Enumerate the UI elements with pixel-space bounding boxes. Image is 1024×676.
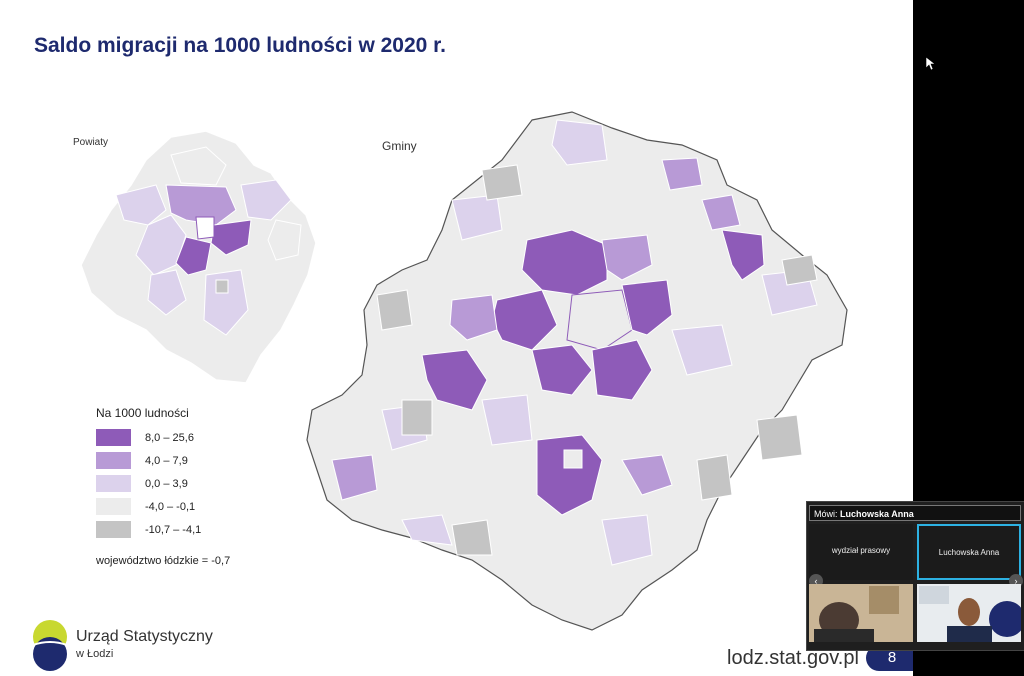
gmina-mid-1 (601, 234, 653, 281)
legend-item: -10,7 – -4,1 (96, 518, 316, 541)
map-legend: Na 1000 ludności 8,0 – 25,6 4,0 – 7,9 0,… (96, 406, 316, 541)
gmina-mid-2 (449, 294, 498, 341)
gmina-zgierz (521, 229, 608, 296)
powiat-lodz-city (195, 216, 215, 240)
powiaty-map (80, 130, 317, 384)
gmina-grey-7 (781, 254, 818, 286)
powiat-north (170, 146, 227, 186)
gmina-grey-1 (481, 164, 523, 201)
legend-label: -4,0 – -0,1 (145, 500, 196, 513)
powiat-grey-small (215, 279, 229, 294)
logo-line1: Urząd Statystyczny (76, 628, 213, 645)
video-feed-1 (809, 584, 913, 642)
video-feed-2 (917, 584, 1021, 642)
powiat-pabianice (175, 236, 212, 276)
gmina-mid-3 (701, 194, 741, 231)
gmina-rzgow (591, 339, 653, 401)
presentation-slide: Saldo migracji na 1000 ludności w 2020 r… (32, 34, 913, 671)
participant-name: wydział prasowy (831, 546, 891, 555)
gmina-west-cluster (421, 349, 488, 411)
powiat-lodz-east (210, 219, 252, 256)
powiat-south-central (203, 269, 249, 336)
logo-line2: w Łodzi (76, 648, 114, 660)
mouse-cursor-icon (926, 57, 936, 71)
powiat-east (240, 179, 292, 221)
gmina-lodz-city (566, 289, 633, 351)
gmina-light-5 (601, 514, 653, 566)
gmina-grey-4 (756, 414, 803, 461)
legend-swatch (96, 498, 131, 515)
legend-swatch (96, 452, 131, 469)
legend-swatch (96, 475, 131, 492)
speaker-prefix: Mówi: (814, 509, 838, 519)
active-speaker-bar: Mówi: Luchowska Anna (809, 505, 1021, 521)
legend-item: -4,0 – -0,1 (96, 495, 316, 518)
legend-label: -10,7 – -4,1 (145, 523, 202, 536)
powiat-south-west (147, 269, 187, 316)
legend-swatch (96, 429, 131, 446)
gmina-south-hole (563, 449, 583, 469)
powiat-central-west (135, 214, 187, 276)
gmina-pabianice (531, 344, 593, 396)
participant-tile-speaker[interactable]: Luchowska Anna (917, 524, 1021, 580)
legend-label: 4,0 – 7,9 (145, 454, 188, 467)
gmina-grey-6 (696, 454, 733, 501)
speaker-name: Luchowska Anna (840, 509, 914, 519)
legend-label: 8,0 – 25,6 (145, 431, 194, 444)
gmina-mid-5 (331, 454, 378, 501)
participant-name: Luchowska Anna (938, 548, 1000, 557)
powiaty-label: Powiaty (73, 137, 109, 148)
legend-title: Na 1000 ludności (96, 406, 189, 420)
gmina-light-2 (451, 194, 503, 241)
gmina-grey-2 (376, 289, 413, 331)
gminy-label: Gminy (382, 139, 417, 153)
legend-item: 4,0 – 7,9 (96, 449, 316, 472)
statistical-office-logo (32, 620, 68, 671)
gmina-light-3 (671, 324, 733, 376)
gmina-light-1 (551, 119, 608, 166)
gmina-east-of-lodz (621, 279, 673, 336)
legend-item: 8,0 – 25,6 (96, 426, 316, 449)
gmina-light-8 (401, 514, 453, 546)
gminy-map (306, 111, 848, 631)
footer-url: lodz.stat.gov.pl (727, 647, 859, 669)
legend-swatch (96, 521, 131, 538)
powiat-north-west (115, 184, 167, 226)
gmina-mid-4 (621, 454, 673, 496)
powiat-far-east (267, 219, 302, 261)
gmina-north-east-dark (721, 229, 765, 281)
legend-label: 0,0 – 3,9 (145, 477, 188, 490)
region-average: województwo łódzkie = -0,7 (96, 555, 231, 567)
gmina-south-belchatow (536, 434, 603, 516)
gmina-grey-5 (451, 519, 493, 556)
participant-tile-press[interactable]: wydział prasowy (809, 524, 913, 580)
video-call-panel: Mówi: Luchowska Anna wydział prasowy Luc… (806, 501, 1024, 651)
gmina-grey-3 (401, 399, 433, 436)
slide-title: Saldo migracji na 1000 ludności w 2020 r… (34, 34, 447, 57)
legend-item: 0,0 – 3,9 (96, 472, 316, 495)
gmina-light-4 (481, 394, 533, 446)
gmina-mid-6 (661, 157, 703, 191)
